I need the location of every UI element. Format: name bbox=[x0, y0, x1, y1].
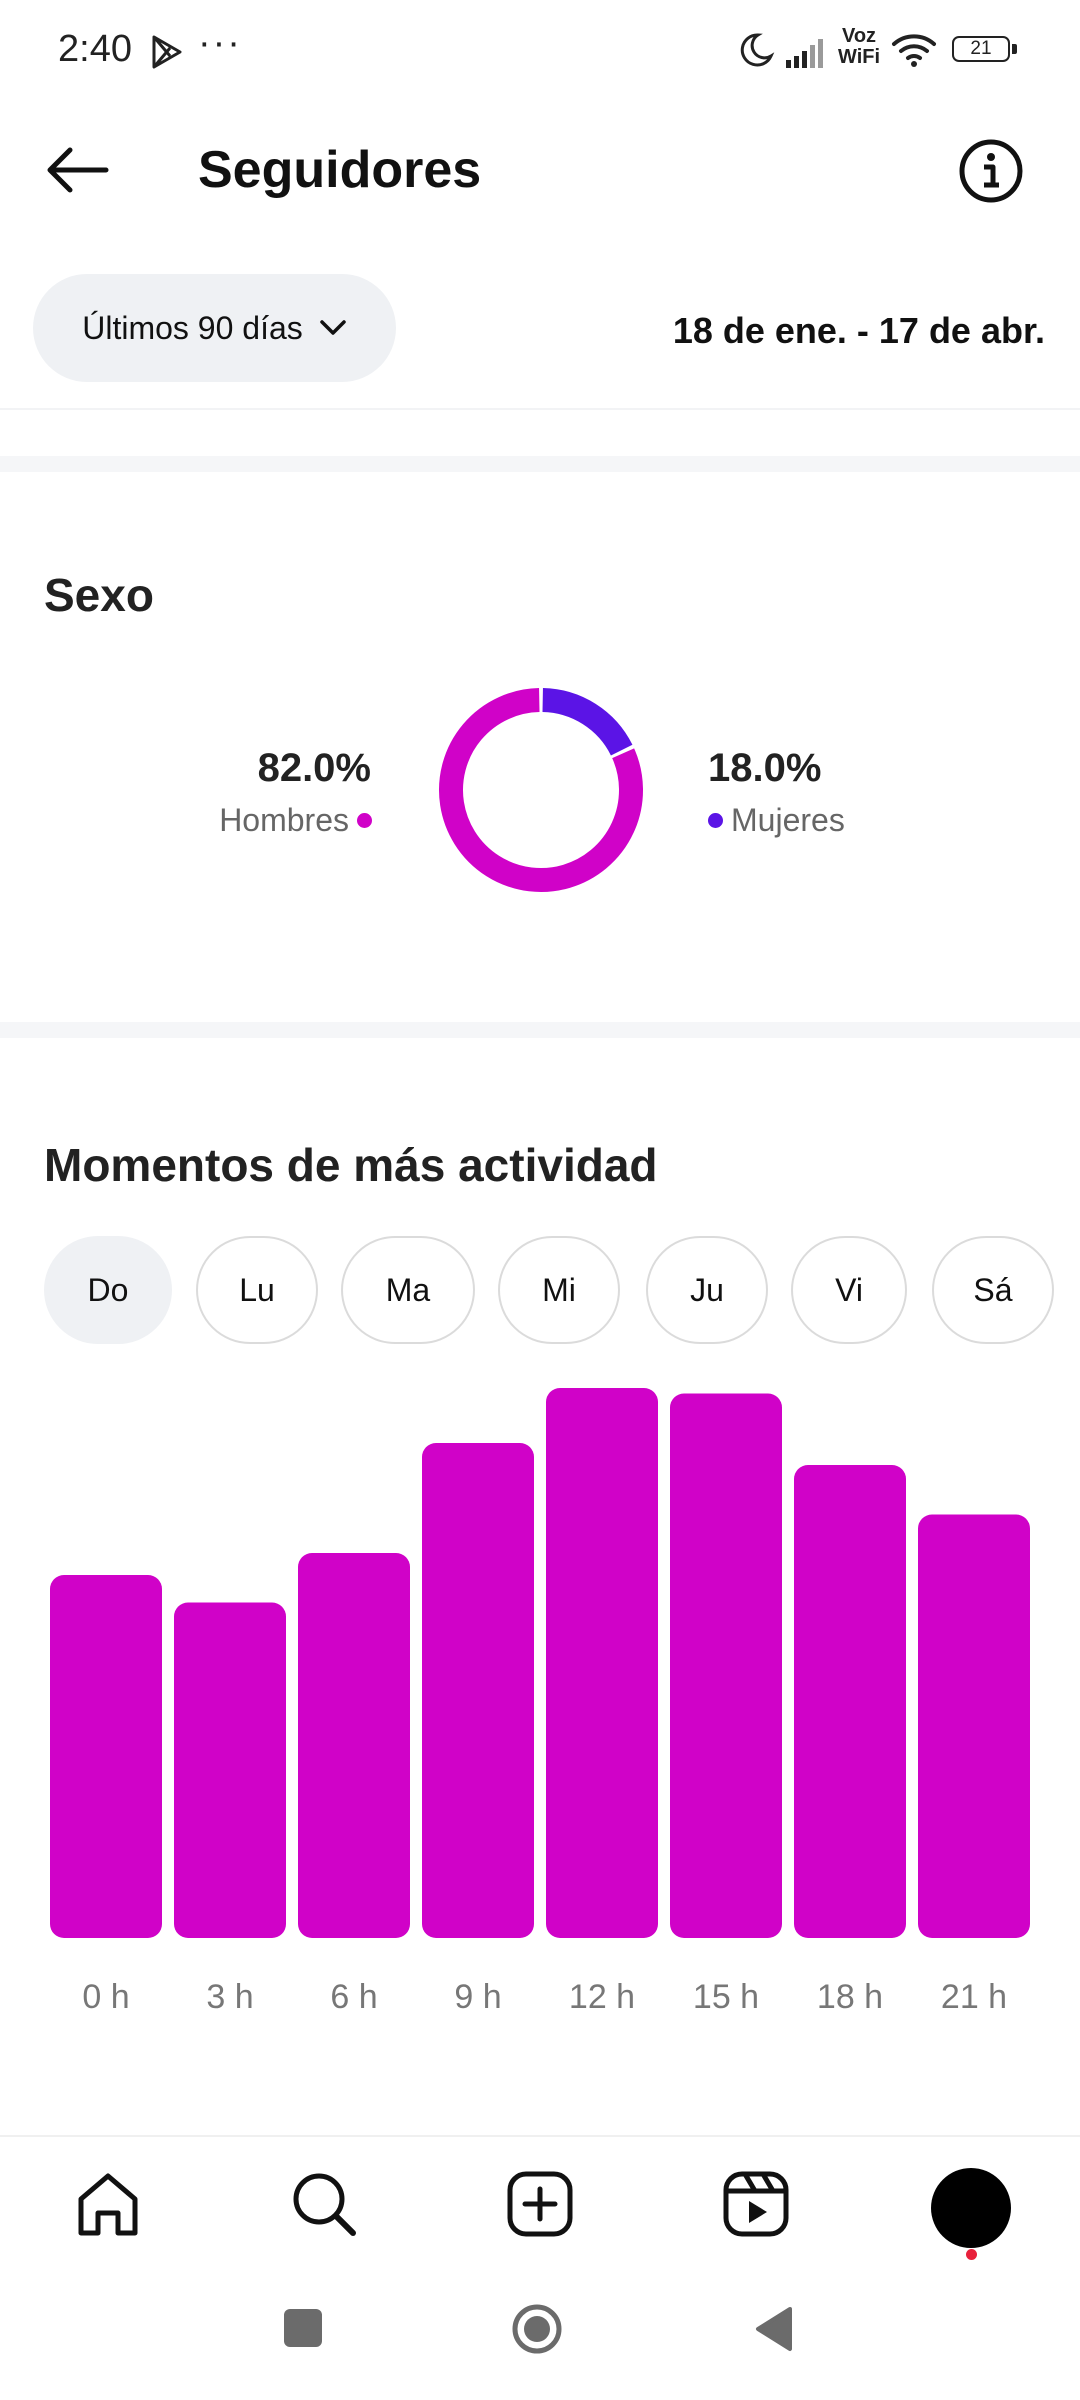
vowifi-top: Voz bbox=[841, 25, 877, 47]
activity-bar bbox=[794, 1465, 906, 1938]
status-bar: 2:40 ··· Voz WiFi 21 bbox=[0, 0, 1080, 100]
x-tick-label: 18 h bbox=[817, 1978, 883, 2016]
chevron-down-icon bbox=[320, 320, 346, 335]
period-label: Últimos 90 días bbox=[82, 309, 303, 346]
day-tab[interactable]: Ma bbox=[341, 1236, 475, 1344]
x-tick-label: 9 h bbox=[454, 1978, 501, 2016]
divider bbox=[0, 408, 1080, 410]
bottom-navigation bbox=[0, 2135, 1080, 2277]
day-tab[interactable]: Mi bbox=[498, 1236, 620, 1344]
vowifi-bottom: WiFi bbox=[838, 46, 881, 68]
activity-bar bbox=[50, 1575, 162, 1938]
status-more-icon: ··· bbox=[198, 22, 242, 64]
activity-bar bbox=[918, 1514, 1030, 1938]
women-slice bbox=[542, 688, 633, 756]
activity-bar bbox=[174, 1602, 286, 1938]
status-time: 2:40 bbox=[58, 28, 132, 70]
activity-bar bbox=[670, 1393, 782, 1938]
battery-icon: 21 bbox=[952, 36, 1018, 64]
section-divider bbox=[0, 456, 1080, 472]
activity-bar bbox=[546, 1388, 658, 1938]
day-tab[interactable]: Do bbox=[44, 1236, 172, 1344]
day-tab[interactable]: Ju bbox=[646, 1236, 768, 1344]
gender-donut-chart bbox=[439, 688, 643, 892]
info-icon[interactable] bbox=[958, 138, 1024, 204]
recent-apps-button[interactable] bbox=[284, 2309, 322, 2347]
wifi-icon bbox=[892, 34, 936, 67]
x-tick-label: 6 h bbox=[330, 1978, 377, 2016]
battery-level: 21 bbox=[952, 36, 1010, 62]
day-tabs: Do Lu Ma Mi Ju Vi Sá bbox=[44, 1236, 1054, 1344]
section-divider bbox=[0, 1022, 1080, 1038]
men-label: Hombres bbox=[219, 802, 349, 838]
create-icon[interactable] bbox=[503, 2167, 577, 2241]
activity-bar bbox=[422, 1443, 534, 1938]
activity-bar bbox=[298, 1553, 410, 1938]
vowifi-indicator: Voz WiFi bbox=[838, 26, 880, 68]
x-tick-label: 15 h bbox=[693, 1978, 759, 2016]
home-button[interactable] bbox=[511, 2303, 563, 2355]
signal-icon bbox=[786, 39, 823, 68]
men-legend: Hombres bbox=[219, 802, 372, 839]
search-icon[interactable] bbox=[287, 2167, 361, 2241]
women-percentage: 18.0% bbox=[708, 746, 822, 790]
activity-section-title: Momentos de más actividad bbox=[44, 1139, 658, 1191]
period-dropdown-button[interactable]: Últimos 90 días bbox=[33, 274, 396, 382]
day-tab[interactable]: Sá bbox=[932, 1236, 1054, 1344]
notification-dot bbox=[966, 2249, 977, 2260]
x-tick-label: 21 h bbox=[941, 1978, 1007, 2016]
moon-icon bbox=[740, 33, 775, 67]
women-legend: Mujeres bbox=[708, 802, 845, 839]
x-tick-label: 12 h bbox=[569, 1978, 635, 2016]
x-tick-label: 0 h bbox=[82, 1978, 129, 2016]
x-tick-label: 3 h bbox=[206, 1978, 253, 2016]
back-button[interactable] bbox=[752, 2305, 794, 2353]
profile-avatar[interactable] bbox=[931, 2168, 1011, 2248]
battery-tip bbox=[1012, 44, 1017, 54]
reels-icon[interactable] bbox=[719, 2167, 793, 2241]
women-legend-dot bbox=[708, 813, 723, 828]
play-store-icon bbox=[152, 35, 182, 69]
gender-section-title: Sexo bbox=[44, 569, 154, 621]
men-slice bbox=[439, 688, 643, 892]
page-title: Seguidores bbox=[198, 141, 482, 199]
men-legend-dot bbox=[357, 813, 372, 828]
date-range: 18 de ene. - 17 de abr. bbox=[672, 310, 1045, 351]
day-tab[interactable]: Lu bbox=[196, 1236, 318, 1344]
system-navigation-bar bbox=[0, 2275, 1080, 2400]
back-arrow-icon[interactable] bbox=[42, 140, 112, 200]
men-percentage: 82.0% bbox=[257, 746, 371, 790]
activity-bar-chart: 0 h 3 h 6 h 9 h 12 h 15 h 18 h 21 h bbox=[50, 1388, 1030, 2016]
home-icon[interactable] bbox=[71, 2167, 145, 2241]
women-label: Mujeres bbox=[731, 802, 845, 838]
day-tab[interactable]: Vi bbox=[791, 1236, 907, 1344]
